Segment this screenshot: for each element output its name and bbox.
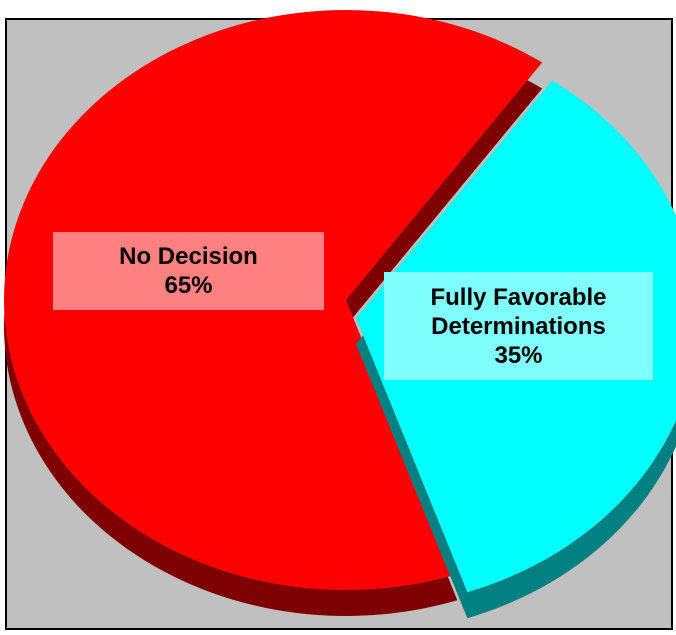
title-band bbox=[0, 0, 676, 20]
slice-label-no-decision: No Decision 65% bbox=[53, 232, 324, 310]
slice-label-no-decision-percent: 65% bbox=[164, 272, 213, 299]
slice-label-fully-favorable-percent: 35% bbox=[494, 341, 543, 369]
slice-label-fully-favorable-name-line1: Fully Favorable bbox=[430, 283, 607, 311]
slice-label-fully-favorable: Fully Favorable Determinations 35% bbox=[384, 272, 653, 380]
slice-label-fully-favorable-name-line2: Determinations bbox=[431, 312, 606, 340]
slice-label-no-decision-name: No Decision bbox=[119, 243, 258, 270]
